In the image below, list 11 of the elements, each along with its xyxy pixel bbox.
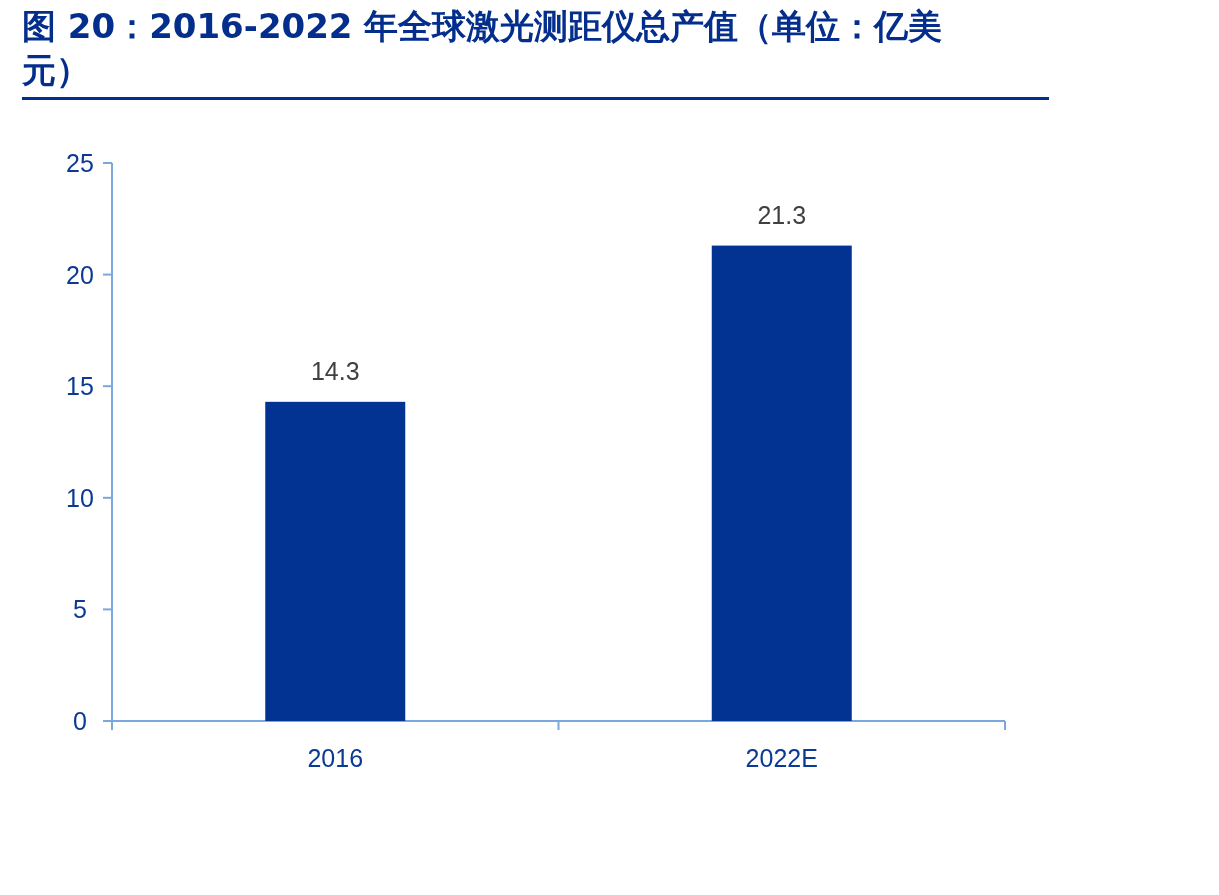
y-tick-label: 0: [73, 707, 87, 735]
data-label: 21.3: [757, 200, 807, 229]
y-tick-label: 25: [66, 149, 94, 177]
chart-title: 图 20：2016-2022 年全球激光测距仪总产值（单位：亿美元）: [22, 5, 944, 92]
y-tick-label: 15: [66, 372, 94, 401]
y-tick-label: 20: [66, 260, 94, 289]
data-label: 14.3: [310, 356, 360, 385]
x-tick-label: 2022E: [745, 744, 818, 772]
y-tick-label: 10: [66, 483, 94, 512]
y-tick-label: 5: [73, 595, 87, 624]
x-tick-label: 2016: [307, 744, 364, 772]
